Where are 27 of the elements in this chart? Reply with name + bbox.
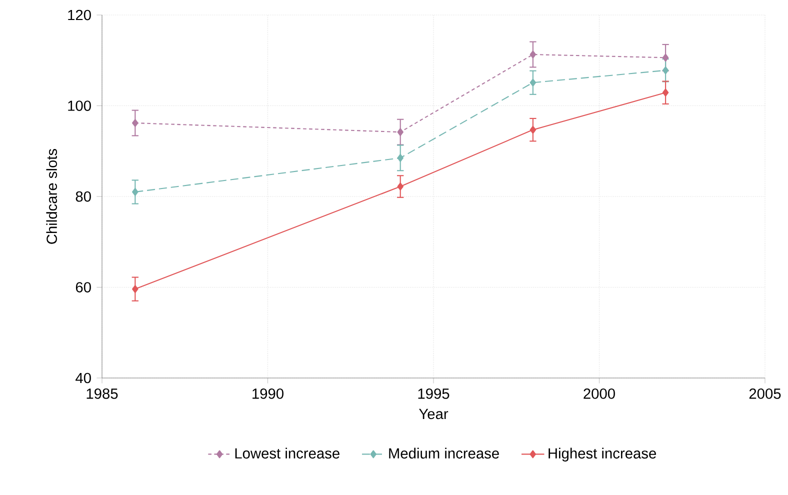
point <box>530 126 536 134</box>
y-tick-label: 120 <box>68 10 91 20</box>
y-axis-title: Childcare slots <box>46 148 58 244</box>
point <box>397 128 404 136</box>
legend-label: Medium increase <box>389 448 499 459</box>
point <box>662 66 669 74</box>
point <box>662 54 669 62</box>
point <box>530 50 536 58</box>
point <box>397 154 404 162</box>
y-tick-label: 40 <box>76 372 91 384</box>
point <box>132 118 138 127</box>
x-tick-label: 2000 <box>584 388 615 399</box>
point <box>132 285 138 294</box>
point <box>662 88 669 97</box>
x-tick-label: 1990 <box>252 388 284 399</box>
y-tick-label: 60 <box>76 282 91 292</box>
point <box>530 78 536 87</box>
x-axis-title: Year <box>419 408 448 420</box>
y-tick-label: 100 <box>68 100 91 111</box>
x-tick-label: 1995 <box>418 388 450 399</box>
point <box>132 188 138 196</box>
legend-label: Highest increase <box>548 448 656 462</box>
x-tick-label: 2005 <box>749 388 781 399</box>
legend-label: Lowest increase <box>235 448 340 459</box>
y-tick-label: 80 <box>76 191 91 202</box>
x-tick-label: 1985 <box>86 388 118 399</box>
point <box>397 182 404 191</box>
